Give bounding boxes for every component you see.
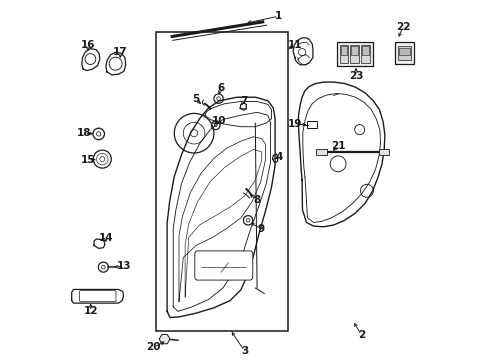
FancyBboxPatch shape bbox=[398, 48, 409, 55]
Text: 16: 16 bbox=[81, 40, 95, 50]
FancyBboxPatch shape bbox=[316, 149, 326, 155]
Text: 6: 6 bbox=[217, 83, 224, 93]
Text: 14: 14 bbox=[99, 233, 113, 243]
Text: 8: 8 bbox=[253, 195, 260, 205]
FancyBboxPatch shape bbox=[337, 42, 372, 66]
Text: 3: 3 bbox=[241, 346, 247, 356]
Text: 18: 18 bbox=[77, 128, 91, 138]
FancyBboxPatch shape bbox=[349, 45, 358, 63]
Text: 17: 17 bbox=[113, 47, 127, 57]
FancyBboxPatch shape bbox=[378, 149, 388, 155]
Text: 20: 20 bbox=[146, 342, 161, 352]
FancyBboxPatch shape bbox=[361, 45, 369, 63]
FancyBboxPatch shape bbox=[351, 46, 357, 55]
FancyBboxPatch shape bbox=[340, 46, 346, 55]
Text: 9: 9 bbox=[257, 224, 264, 234]
Text: 7: 7 bbox=[240, 96, 247, 106]
FancyBboxPatch shape bbox=[306, 121, 316, 128]
FancyBboxPatch shape bbox=[80, 291, 116, 302]
Text: 10: 10 bbox=[212, 116, 226, 126]
Text: 11: 11 bbox=[287, 40, 302, 50]
Text: 15: 15 bbox=[81, 155, 95, 165]
Bar bbox=[156, 32, 287, 331]
Text: 2: 2 bbox=[357, 330, 365, 340]
Text: 22: 22 bbox=[395, 22, 409, 32]
FancyBboxPatch shape bbox=[194, 251, 252, 280]
FancyBboxPatch shape bbox=[362, 46, 368, 55]
FancyBboxPatch shape bbox=[397, 46, 410, 60]
FancyBboxPatch shape bbox=[339, 45, 347, 63]
Text: 12: 12 bbox=[83, 306, 98, 316]
Text: 5: 5 bbox=[192, 94, 199, 104]
Text: 1: 1 bbox=[275, 11, 282, 21]
Text: 19: 19 bbox=[287, 119, 302, 129]
Text: 21: 21 bbox=[330, 141, 345, 151]
Text: 13: 13 bbox=[117, 261, 131, 271]
Text: 23: 23 bbox=[348, 71, 363, 81]
Text: 4: 4 bbox=[274, 152, 282, 162]
FancyBboxPatch shape bbox=[394, 42, 413, 64]
